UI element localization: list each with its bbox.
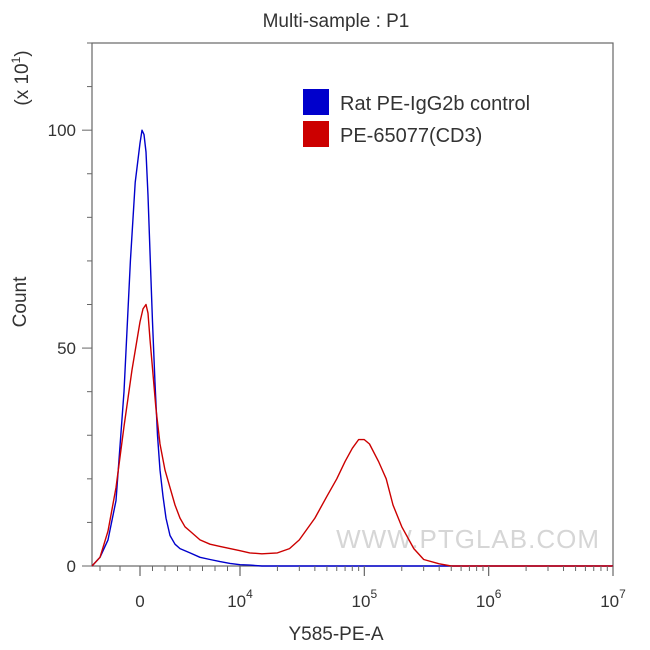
x-tick-label-0: 0 xyxy=(135,592,144,611)
series-line-1 xyxy=(91,303,613,567)
chart-title: Multi-sample : P1 xyxy=(263,11,410,32)
legend-swatch-0 xyxy=(303,89,329,115)
y-multiplier-label: (x 101) xyxy=(9,50,33,105)
y-tick-label-0: 0 xyxy=(67,557,76,576)
y-tick-label-2: 100 xyxy=(48,121,76,140)
x-tick-label-4: 107 xyxy=(600,587,626,611)
x-tick-label-3: 106 xyxy=(476,587,502,611)
legend-swatch-1 xyxy=(303,121,329,147)
series-line-0 xyxy=(91,129,613,567)
x-axis-label: Y585-PE-A xyxy=(288,624,383,645)
y-axis-label: Count xyxy=(10,276,31,327)
y-axis-ticks: 0 50 100 xyxy=(48,42,92,576)
x-tick-label-1: 104 xyxy=(227,587,253,611)
y-tick-label-1: 50 xyxy=(57,339,76,358)
series-layer xyxy=(91,129,613,567)
x-axis-ticks: 0 104 105 106 107 xyxy=(99,566,626,611)
x-tick-label-2: 105 xyxy=(352,587,378,611)
legend: Rat PE-IgG2b control PE-65077(CD3) xyxy=(303,89,530,147)
legend-label-0: Rat PE-IgG2b control xyxy=(340,93,530,115)
watermark: WWW.PTGLAB.COM xyxy=(336,524,600,554)
legend-label-1: PE-65077(CD3) xyxy=(340,125,482,147)
